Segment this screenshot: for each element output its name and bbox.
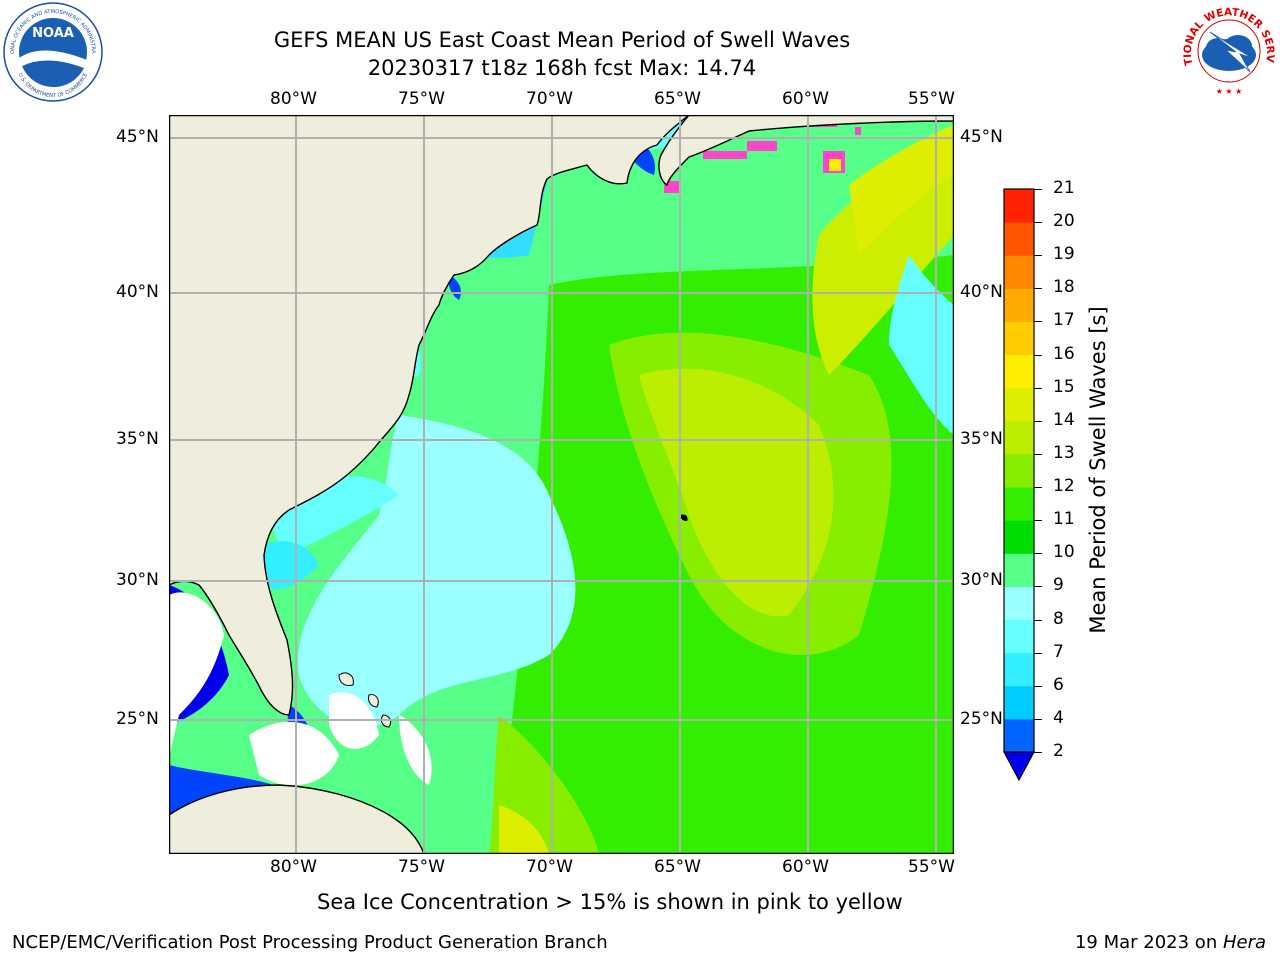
colorbar-tick xyxy=(1034,685,1042,687)
colorbar-tick-label: 16 xyxy=(1053,343,1075,364)
lat-label-left: 40°N xyxy=(116,282,159,302)
colorbar-tick xyxy=(1034,453,1042,455)
colorbar-block xyxy=(1004,387,1034,422)
colorbar-block xyxy=(1004,453,1034,488)
svg-text:★ ★ ★: ★ ★ ★ xyxy=(1216,87,1243,96)
colorbar-block xyxy=(1004,685,1034,720)
lat-label-left: 30°N xyxy=(116,570,159,590)
colorbar-block xyxy=(1004,255,1034,289)
footer-date: 19 Mar 2023 on Hera xyxy=(1075,932,1266,953)
colorbar-tick-label: 17 xyxy=(1053,310,1075,331)
colorbar-tick-label: 14 xyxy=(1053,409,1075,430)
footer-date-text: 19 Mar 2023 on xyxy=(1074,932,1223,953)
colorbar-block xyxy=(1004,652,1034,687)
map-subtitle: 20230317 t18z 168h fcst Max: 14.74 xyxy=(367,56,757,80)
lat-label-right: 40°N xyxy=(960,282,1003,302)
colorbar-block xyxy=(1004,189,1034,223)
footer-host: Hera xyxy=(1222,932,1266,953)
lat-label-left: 25°N xyxy=(116,709,159,729)
colorbar-tick-label: 13 xyxy=(1053,442,1075,463)
colorbar-under-arrow xyxy=(1002,751,1036,782)
colorbar-tick xyxy=(1034,321,1042,323)
colorbar-block xyxy=(1004,321,1034,356)
lon-label-top: 55°W xyxy=(908,89,955,109)
colorbar-tick-label: 15 xyxy=(1053,376,1075,397)
colorbar-block xyxy=(1004,222,1034,256)
colorbar-tick xyxy=(1034,652,1042,654)
colorbar-block xyxy=(1004,586,1034,621)
lat-label-right: 35°N xyxy=(960,429,1003,449)
maritimes-land xyxy=(658,115,954,187)
colorbar-tick-label: 7 xyxy=(1053,641,1064,662)
map-panel xyxy=(169,115,954,854)
colorbar-tick-label: 21 xyxy=(1053,178,1075,198)
colorbar-block xyxy=(1004,520,1034,554)
swell-zone-13s xyxy=(639,368,834,617)
colorbar-tick xyxy=(1034,520,1042,522)
lat-label-right: 25°N xyxy=(960,709,1003,729)
footer-branch: NCEP/EMC/Verification Post Processing Pr… xyxy=(12,932,608,953)
colorbar-tick-label: 2 xyxy=(1053,741,1064,761)
map-title: GEFS MEAN US East Coast Mean Period of S… xyxy=(273,28,851,52)
colorbar-block xyxy=(1004,553,1034,587)
colorbar-block xyxy=(1004,354,1034,389)
colorbar-tick-label: 9 xyxy=(1053,575,1064,596)
colorbar-tick xyxy=(1034,420,1042,422)
colorbar-tick-label: 18 xyxy=(1053,277,1075,298)
nws-logo: NATIONAL WEATHER SERVICE ★ ★ ★ xyxy=(1180,2,1276,98)
colorbar-tick-label: 10 xyxy=(1053,542,1075,563)
no-data-gulf xyxy=(169,592,224,765)
colorbar-tick xyxy=(1034,487,1042,489)
swell-zone-8s xyxy=(297,415,576,728)
lon-label-bottom: 60°W xyxy=(782,857,829,877)
lon-label-bottom: 70°W xyxy=(526,857,573,877)
graticule xyxy=(169,115,954,854)
colorbar-tick-label: 6 xyxy=(1053,674,1064,695)
lat-label-right: 45°N xyxy=(960,127,1003,147)
colorbar-block xyxy=(1004,288,1034,322)
us-east-coast-land xyxy=(169,115,691,716)
colorbar-label: Mean Period of Swell Waves [s] xyxy=(1086,306,1110,634)
lon-label-bottom: 65°W xyxy=(654,857,701,877)
lon-label-top: 75°W xyxy=(398,89,445,109)
colorbar-tick-label: 12 xyxy=(1053,476,1075,497)
sea-ice-caption: Sea Ice Concentration > 15% is shown in … xyxy=(317,890,903,914)
colorbar-tick-label: 8 xyxy=(1053,608,1064,629)
colorbar-block xyxy=(1004,420,1034,455)
lon-label-top: 70°W xyxy=(526,89,573,109)
swell-band-cyan-east xyxy=(889,255,954,435)
noaa-logo-text: NOAA xyxy=(32,26,74,41)
colorbar-block xyxy=(1004,619,1034,654)
colorbar-tick-label: 19 xyxy=(1053,244,1075,265)
colorbar-tick xyxy=(1034,288,1042,290)
colorbar-tick xyxy=(1034,387,1042,389)
lon-label-top: 65°W xyxy=(654,89,701,109)
lat-label-left: 45°N xyxy=(116,127,159,147)
colorbar xyxy=(1002,188,1036,782)
colorbar-tick-label: 11 xyxy=(1053,509,1075,530)
colorbar-block xyxy=(1004,718,1034,753)
lat-label-right: 30°N xyxy=(960,570,1003,590)
lon-label-bottom: 55°W xyxy=(908,857,955,877)
noaa-logo: NOAA NATIONAL OCEANIC AND ATMOSPHERIC AD… xyxy=(2,2,103,102)
colorbar-tick xyxy=(1034,553,1042,555)
colorbar-tick xyxy=(1034,189,1042,190)
lon-label-bottom: 80°W xyxy=(270,857,317,877)
colorbar-tick xyxy=(1034,222,1042,224)
colorbar-tick xyxy=(1034,586,1042,588)
colorbar-tick xyxy=(1034,718,1042,720)
colorbar-block xyxy=(1004,487,1034,521)
lon-label-top: 80°W xyxy=(270,89,317,109)
colorbar-tick-label: 20 xyxy=(1053,211,1075,232)
lat-label-left: 35°N xyxy=(116,429,159,449)
colorbar-tick xyxy=(1034,255,1042,257)
colorbar-tick xyxy=(1034,752,1042,753)
lon-label-top: 60°W xyxy=(782,89,829,109)
colorbar-tick xyxy=(1034,619,1042,621)
lon-label-bottom: 75°W xyxy=(398,857,445,877)
swell-band-ne xyxy=(812,145,954,375)
colorbar-tick-label: 4 xyxy=(1053,707,1064,728)
colorbar-tick xyxy=(1034,354,1042,356)
